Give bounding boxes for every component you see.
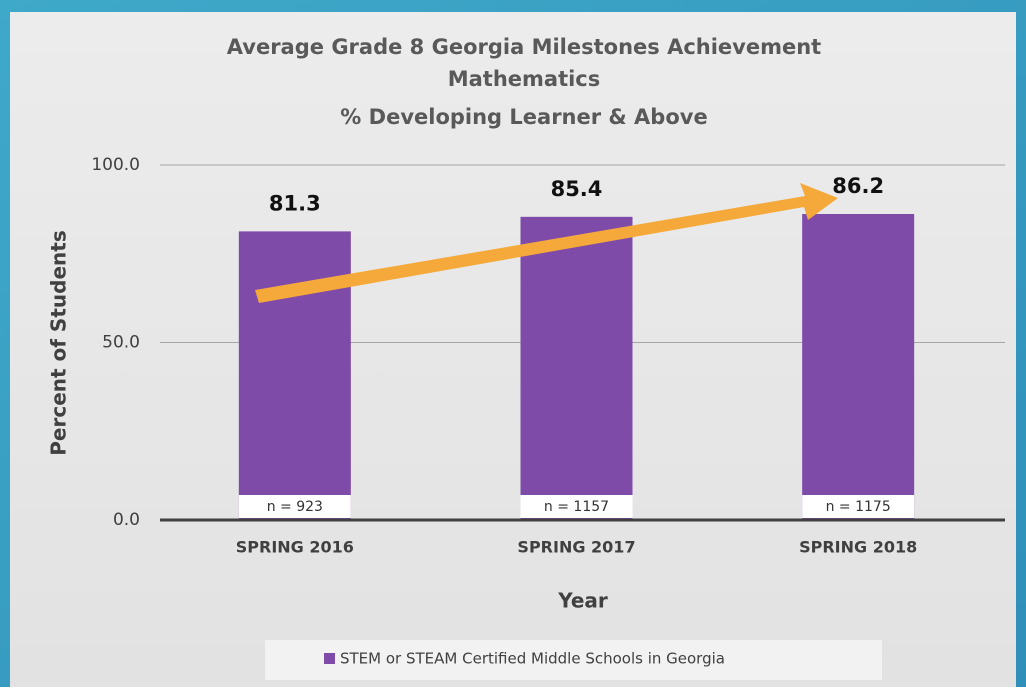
legend-swatch <box>324 653 335 664</box>
annotation-box <box>238 495 351 518</box>
x-tick-label: SPRING 2016 <box>236 538 354 557</box>
trend-arrow <box>255 183 838 303</box>
annotation: n = 1157 <box>544 499 609 515</box>
legend-label: STEM or STEAM Certified Middle Schools i… <box>340 650 725 668</box>
data-label: 81.3 <box>269 191 321 215</box>
bar <box>520 216 633 520</box>
y-tick-label: 0.0 <box>113 510 140 530</box>
annotation-box <box>520 495 633 518</box>
bar <box>238 231 351 520</box>
legend <box>265 640 882 680</box>
data-label: 85.4 <box>551 177 603 201</box>
annotation: n = 923 <box>267 499 323 515</box>
chart-title: % Developing Learner & Above <box>340 105 707 129</box>
x-axis-label: Year <box>557 589 608 613</box>
y-axis-label: Percent of Students <box>47 230 71 455</box>
annotation-box <box>802 495 915 518</box>
chart-title: Mathematics <box>448 67 601 91</box>
chart-title: Average Grade 8 Georgia Milestones Achie… <box>227 35 821 59</box>
annotation: n = 1175 <box>826 499 891 515</box>
bar <box>802 213 915 521</box>
x-tick-label: SPRING 2017 <box>517 538 635 557</box>
x-tick-label: SPRING 2018 <box>799 538 917 557</box>
data-label: 86.2 <box>832 174 884 198</box>
y-tick-label: 50.0 <box>102 333 140 353</box>
y-tick-label: 100.0 <box>91 155 140 175</box>
